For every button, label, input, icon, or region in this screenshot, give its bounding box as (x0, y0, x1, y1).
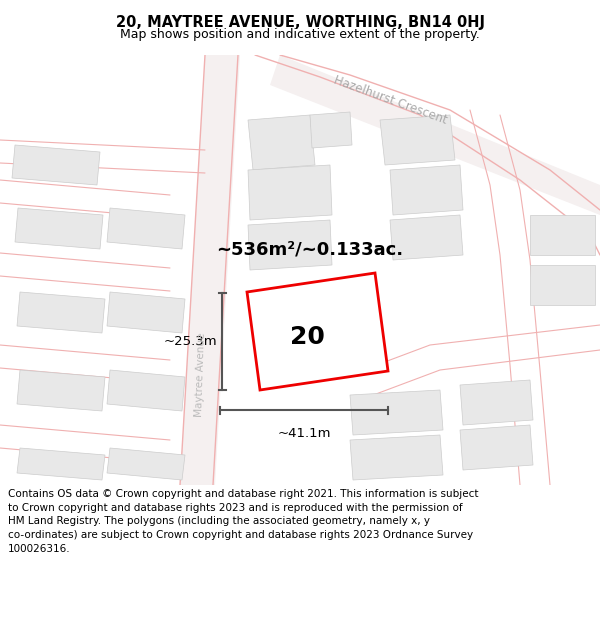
Polygon shape (107, 292, 185, 333)
Text: Map shows position and indicative extent of the property.: Map shows position and indicative extent… (120, 28, 480, 41)
Polygon shape (310, 112, 352, 148)
Polygon shape (15, 208, 103, 249)
Polygon shape (460, 380, 533, 425)
Polygon shape (390, 215, 463, 260)
Polygon shape (107, 448, 185, 480)
Polygon shape (248, 165, 332, 220)
Polygon shape (17, 370, 105, 411)
Text: Contains OS data © Crown copyright and database right 2021. This information is : Contains OS data © Crown copyright and d… (8, 489, 478, 554)
Polygon shape (350, 435, 443, 480)
Polygon shape (248, 220, 332, 270)
Polygon shape (17, 448, 105, 480)
Text: ~25.3m: ~25.3m (163, 335, 217, 348)
Polygon shape (460, 425, 533, 470)
Polygon shape (107, 370, 185, 411)
Text: Hazelhurst Crescent: Hazelhurst Crescent (332, 73, 448, 127)
Polygon shape (270, 55, 600, 215)
Polygon shape (107, 208, 185, 249)
Text: Maytree Avenue: Maytree Avenue (194, 332, 206, 418)
Polygon shape (248, 115, 315, 170)
Polygon shape (350, 390, 443, 435)
Text: 20, MAYTREE AVENUE, WORTHING, BN14 0HJ: 20, MAYTREE AVENUE, WORTHING, BN14 0HJ (115, 16, 485, 31)
Polygon shape (12, 145, 100, 185)
Text: ~536m²/~0.133ac.: ~536m²/~0.133ac. (217, 241, 404, 259)
Polygon shape (17, 292, 105, 333)
Polygon shape (180, 55, 240, 485)
Polygon shape (530, 215, 595, 255)
Polygon shape (390, 165, 463, 215)
Text: ~41.1m: ~41.1m (277, 427, 331, 440)
Polygon shape (530, 265, 595, 305)
Polygon shape (247, 273, 388, 390)
Polygon shape (380, 115, 455, 165)
Text: 20: 20 (290, 324, 325, 349)
